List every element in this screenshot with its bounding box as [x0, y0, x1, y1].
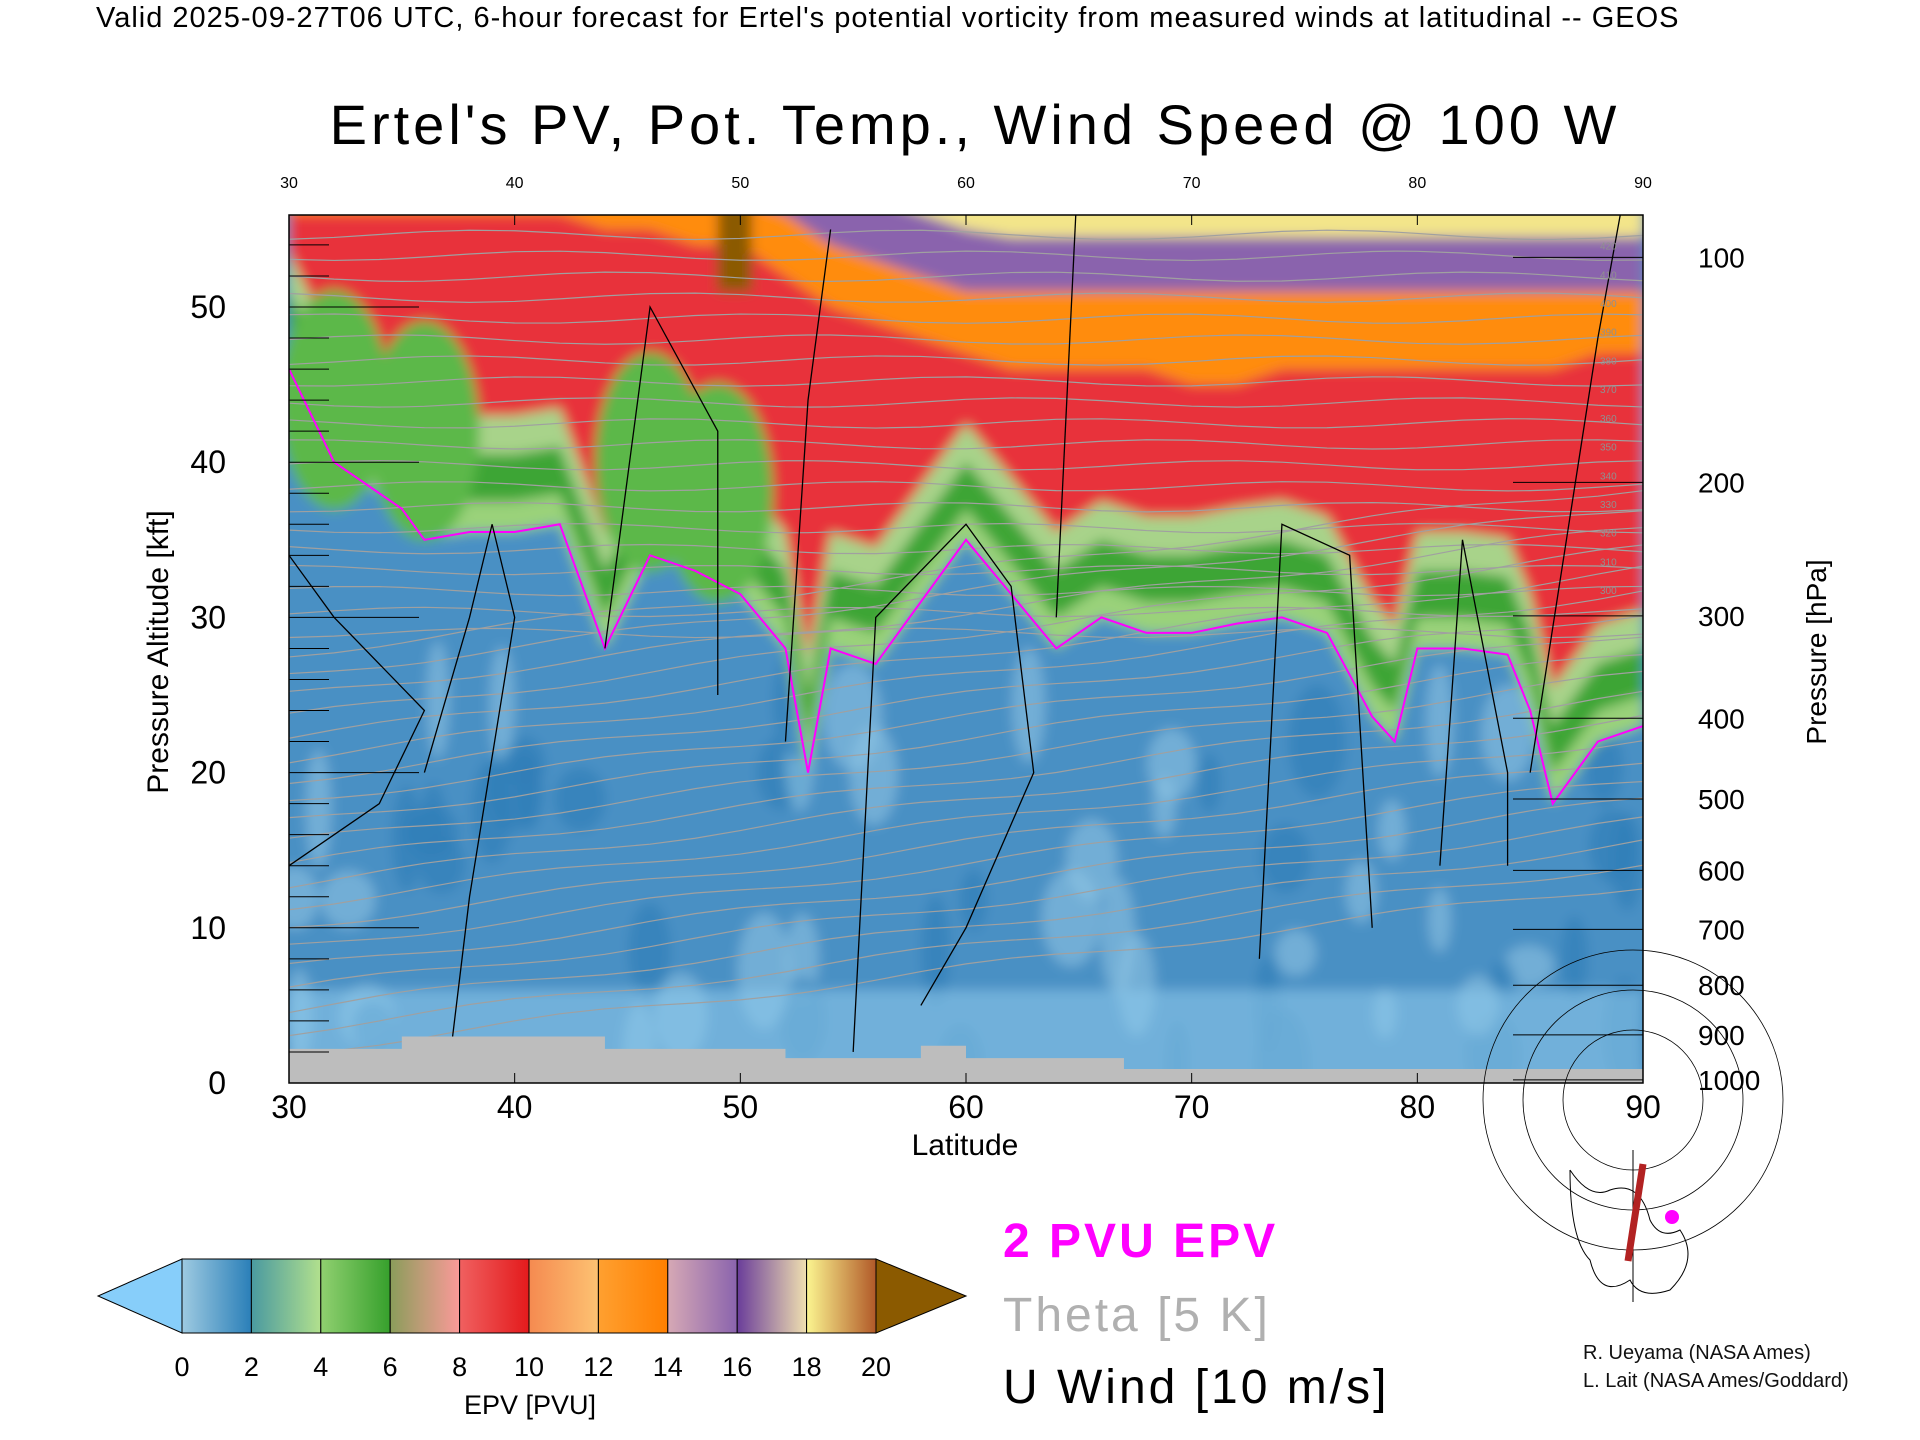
colorbar-tick-label: 6	[383, 1352, 398, 1382]
pv-cross-section-plot: 300310320330340350360370380390400410420 …	[0, 0, 1920, 1440]
x-top-tick-label: 40	[506, 175, 524, 192]
pv-mottle	[1275, 930, 1316, 976]
y2-tick-label: 100	[1698, 242, 1745, 273]
x-top-tick-label: 60	[957, 175, 975, 192]
colorbar-tick-label: 4	[313, 1352, 328, 1382]
theta-label: 420	[1600, 242, 1617, 253]
y2-tick-label: 800	[1698, 970, 1745, 1001]
theta-label: 390	[1600, 328, 1617, 339]
theta-label: 350	[1600, 443, 1617, 454]
x-tick-label: 70	[1174, 1089, 1210, 1125]
x-top-tick-label: 70	[1183, 175, 1201, 192]
colorbar-tick-label: 18	[792, 1352, 822, 1382]
colorbar-tick-label: 2	[244, 1352, 259, 1382]
theta-label: 370	[1600, 385, 1617, 396]
colorbar-segment	[668, 1259, 737, 1333]
y2-tick-label: 500	[1698, 784, 1745, 815]
theta-label: 320	[1600, 529, 1617, 540]
colorbar-segment	[390, 1259, 459, 1333]
y-tick-label: 40	[190, 444, 226, 480]
y2-tick-label: 700	[1698, 914, 1745, 945]
colorbar-segment	[182, 1259, 251, 1333]
colorbar-segment	[529, 1259, 598, 1333]
x-tick-label: 80	[1400, 1089, 1436, 1125]
map-location-marker	[1665, 1210, 1679, 1224]
colorbar-tick-label: 8	[452, 1352, 467, 1382]
y2-tick-label: 200	[1698, 467, 1745, 498]
theta-label: 310	[1600, 557, 1617, 568]
pv-mottle	[392, 785, 421, 891]
colorbar-title: EPV [PVU]	[464, 1390, 596, 1420]
y2-tick-label: 600	[1698, 855, 1745, 886]
theta-label: 330	[1600, 500, 1617, 511]
x-top-tick-label: 90	[1634, 175, 1652, 192]
colorbar-over-arrow	[876, 1259, 966, 1333]
pv-mottle	[555, 768, 606, 831]
credit-line-2: L. Lait (NASA Ames/Goddard)	[1583, 1370, 1849, 1393]
y-tick-label: 20	[190, 755, 226, 791]
x-tick-label: 90	[1625, 1089, 1661, 1125]
y-tick-label: 30	[190, 599, 226, 635]
theta-label: 300	[1600, 586, 1617, 597]
theta-label: 380	[1600, 356, 1617, 367]
pv-mottle	[1147, 728, 1195, 800]
pv-mottle	[1012, 648, 1045, 763]
theta-label: 340	[1600, 471, 1617, 482]
colorbar-segment	[598, 1259, 667, 1333]
colorbar-under-arrow	[98, 1259, 182, 1333]
colorbar-segment	[251, 1259, 320, 1333]
y2-tick-label: 400	[1698, 703, 1745, 734]
theta-label: 410	[1600, 270, 1617, 281]
x-tick-label: 50	[723, 1089, 759, 1125]
x-top-tick-label: 80	[1408, 175, 1426, 192]
legend-2pvu: 2 PVU EPV	[1003, 1214, 1278, 1269]
x-top-tick-label: 30	[280, 175, 298, 192]
y-tick-label: 0	[208, 1065, 226, 1101]
pv-mottle	[421, 783, 446, 854]
x-tick-label: 30	[271, 1089, 307, 1125]
credit-line-1: R. Ueyama (NASA Ames)	[1583, 1342, 1811, 1365]
colorbar-segment	[460, 1259, 529, 1333]
colorbar-segment	[321, 1259, 390, 1333]
pv-mottle	[271, 866, 319, 929]
legend-u-wind: U Wind [10 m/s]	[1003, 1360, 1389, 1415]
colorbar-tick-label: 12	[583, 1352, 613, 1382]
pv-mottle	[1428, 888, 1451, 953]
colorbar-segment	[807, 1259, 876, 1333]
legend-theta: Theta [5 K]	[1003, 1288, 1271, 1343]
y2-axis-title: Pressure [hPa]	[1801, 559, 1832, 744]
y2-tick-label: 1000	[1698, 1065, 1760, 1096]
x-axis-title: Latitude	[912, 1129, 1019, 1162]
x-tick-label: 40	[497, 1089, 533, 1125]
colorbar-tick-label: 16	[722, 1352, 752, 1382]
colorbar-tick-label: 10	[514, 1352, 544, 1382]
y-axis-title: Pressure Altitude [kft]	[142, 510, 175, 793]
theta-label: 360	[1600, 414, 1617, 425]
theta-label: 400	[1600, 299, 1617, 310]
y-tick-label: 50	[190, 289, 226, 325]
colorbar-tick-label: 20	[861, 1352, 891, 1382]
colorbar-tick-label: 0	[174, 1352, 189, 1382]
colorbar-tick-label: 14	[653, 1352, 683, 1382]
pv-mottle	[321, 870, 376, 928]
pv-mottle	[1198, 753, 1220, 813]
y2-tick-label: 900	[1698, 1020, 1745, 1051]
colorbar-segment	[737, 1259, 806, 1333]
y2-tick-label: 300	[1698, 601, 1745, 632]
y-tick-label: 10	[190, 910, 226, 946]
x-top-tick-label: 50	[731, 175, 749, 192]
pv-mottle	[960, 870, 987, 931]
x-tick-label: 60	[948, 1089, 984, 1125]
